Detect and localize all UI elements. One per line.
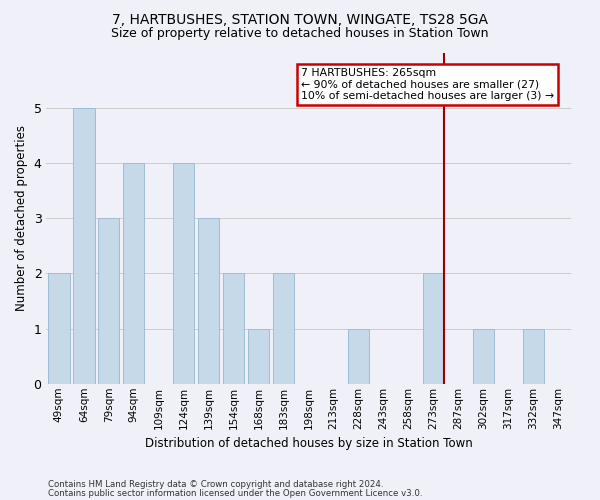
Text: Size of property relative to detached houses in Station Town: Size of property relative to detached ho…: [111, 28, 489, 40]
Bar: [423, 274, 444, 384]
Bar: [98, 218, 119, 384]
Text: Contains public sector information licensed under the Open Government Licence v3: Contains public sector information licen…: [48, 488, 422, 498]
Bar: [248, 328, 269, 384]
Bar: [473, 328, 494, 384]
Text: 7, HARTBUSHES, STATION TOWN, WINGATE, TS28 5GA: 7, HARTBUSHES, STATION TOWN, WINGATE, TS…: [112, 12, 488, 26]
Y-axis label: Number of detached properties: Number of detached properties: [15, 125, 28, 311]
Text: 7 HARTBUSHES: 265sqm
← 90% of detached houses are smaller (27)
10% of semi-detac: 7 HARTBUSHES: 265sqm ← 90% of detached h…: [301, 68, 554, 101]
Bar: [223, 274, 244, 384]
Bar: [123, 163, 145, 384]
Bar: [523, 328, 544, 384]
X-axis label: Distribution of detached houses by size in Station Town: Distribution of detached houses by size …: [145, 437, 473, 450]
Text: Contains HM Land Registry data © Crown copyright and database right 2024.: Contains HM Land Registry data © Crown c…: [48, 480, 383, 489]
Bar: [273, 274, 295, 384]
Bar: [348, 328, 369, 384]
Bar: [198, 218, 220, 384]
Bar: [48, 274, 70, 384]
Bar: [73, 108, 95, 384]
Bar: [173, 163, 194, 384]
